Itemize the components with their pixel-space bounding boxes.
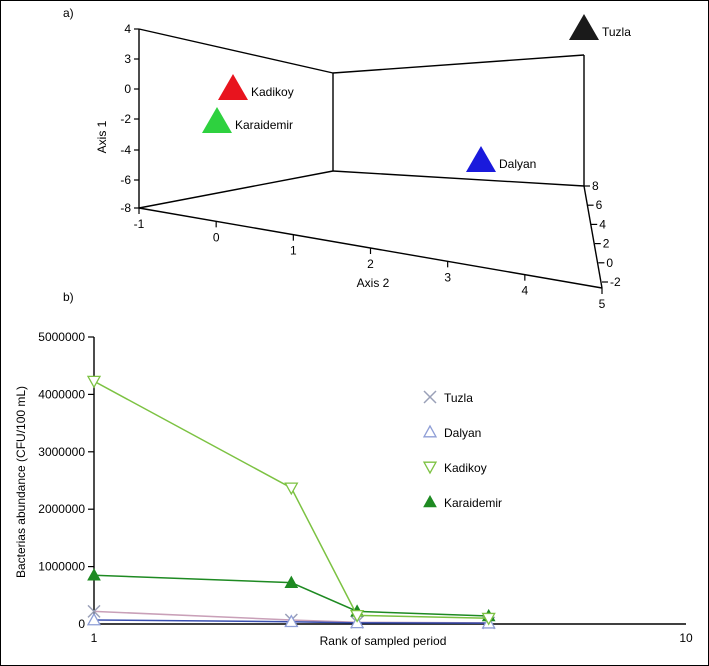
axis2-tick-label: -1 (134, 217, 145, 231)
data-point-tuzla (87, 604, 101, 618)
axis2-tick-label: 3 (444, 270, 451, 284)
y-tick-label: 4000000 (38, 387, 85, 401)
axis3-tick-label: 0 (606, 256, 613, 270)
axis1-label: Axis 1 (95, 120, 109, 153)
legend-marker-tuzla (423, 390, 437, 404)
axis3-tick-label: 8 (592, 179, 599, 193)
data-point-dalyan (86, 612, 102, 626)
legend-label: Karaidemir (444, 496, 502, 510)
point-karaidemir (202, 107, 232, 133)
point-label: Tuzla (602, 25, 631, 39)
axis1-tick-label: -8 (120, 201, 131, 215)
legend-marker-kadikoy (422, 461, 438, 475)
data-point-kadikoy (350, 609, 365, 623)
series-group (86, 375, 496, 630)
legend-label: Dalyan (444, 426, 481, 440)
data-point-kadikoy (284, 482, 299, 496)
legend-marker-karaidemir (423, 494, 437, 508)
axis2-tick-label: 0 (213, 230, 220, 244)
plot-axes (93, 337, 686, 625)
y-axis-label: Bacterias abundance (CFU/100 mL) (14, 386, 28, 578)
axis3-tick-label: 2 (603, 237, 610, 251)
legend-marker-dalyan (422, 424, 438, 438)
axis1-ticks: 4 3 0 -2 -4 -6 -8 (120, 22, 139, 215)
axis2-tick-label: 4 (521, 284, 528, 298)
axis2-label: Axis 2 (357, 276, 390, 290)
axis3-tick-label: 6 (596, 198, 603, 212)
data-point-karaidemir (284, 575, 299, 588)
axis2-tick-label: 2 (367, 257, 374, 271)
axis2-tick-label: 5 (599, 297, 606, 311)
panel-b-label: b) (63, 290, 74, 304)
axis1-tick-label: -2 (120, 112, 131, 126)
axis1-tick-label: 4 (124, 22, 131, 36)
data-point-karaidemir (87, 568, 101, 581)
axis2-tick-label: 1 (290, 244, 297, 258)
point-kadikoy (218, 74, 248, 100)
y-tick-label: 2000000 (38, 502, 85, 516)
scatter-points: Tuzla Kadikoy Karaidemir Dalyan (202, 14, 631, 172)
y-tick-label: 0 (78, 617, 85, 631)
y-tick-label: 1000000 (38, 560, 85, 574)
legend-label: Tuzla (444, 391, 473, 405)
axis1-tick-label: 3 (124, 52, 131, 66)
series-line-dalyan (93, 619, 489, 624)
axis3-tick-label: 4 (599, 217, 606, 231)
axis2-ticks: -1 0 1 2 3 4 5 (134, 208, 606, 311)
x-tick-label: 1 (91, 631, 98, 645)
point-label: Karaidemir (235, 118, 293, 132)
y-tick-label: 5000000 (38, 330, 85, 344)
legend-label: Kadikoy (444, 461, 487, 475)
y-tick-label: 3000000 (38, 445, 85, 459)
data-point-dalyan (284, 614, 299, 628)
axis3-ticks: 8 6 4 2 0 -2 (584, 179, 621, 289)
series-line-kadikoy (93, 380, 489, 620)
point-label: Kadikoy (251, 85, 294, 99)
point-label: Dalyan (499, 157, 536, 171)
series-line-karaidemir (93, 574, 489, 617)
data-point-kadikoy (86, 375, 102, 389)
axis3-tick-label: -2 (610, 275, 621, 289)
x-axis-label: Rank of sampled period (320, 634, 447, 648)
legend: Tuzla Dalyan Kadikoy Karaidemir (422, 390, 502, 510)
panel-a-label: a) (63, 6, 74, 20)
axis1-tick-label: -4 (120, 143, 131, 157)
axis1-tick-label: -6 (120, 173, 131, 187)
x-ticks: 1 10 (91, 631, 693, 645)
x-tick-label: 10 (679, 631, 693, 645)
axis1-tick-label: 0 (124, 82, 131, 96)
point-tuzla (569, 14, 599, 40)
data-point-kadikoy (481, 612, 496, 626)
y-ticks: 0 1000000 2000000 3000000 4000000 5000000 (38, 330, 94, 631)
point-dalyan (466, 146, 496, 172)
